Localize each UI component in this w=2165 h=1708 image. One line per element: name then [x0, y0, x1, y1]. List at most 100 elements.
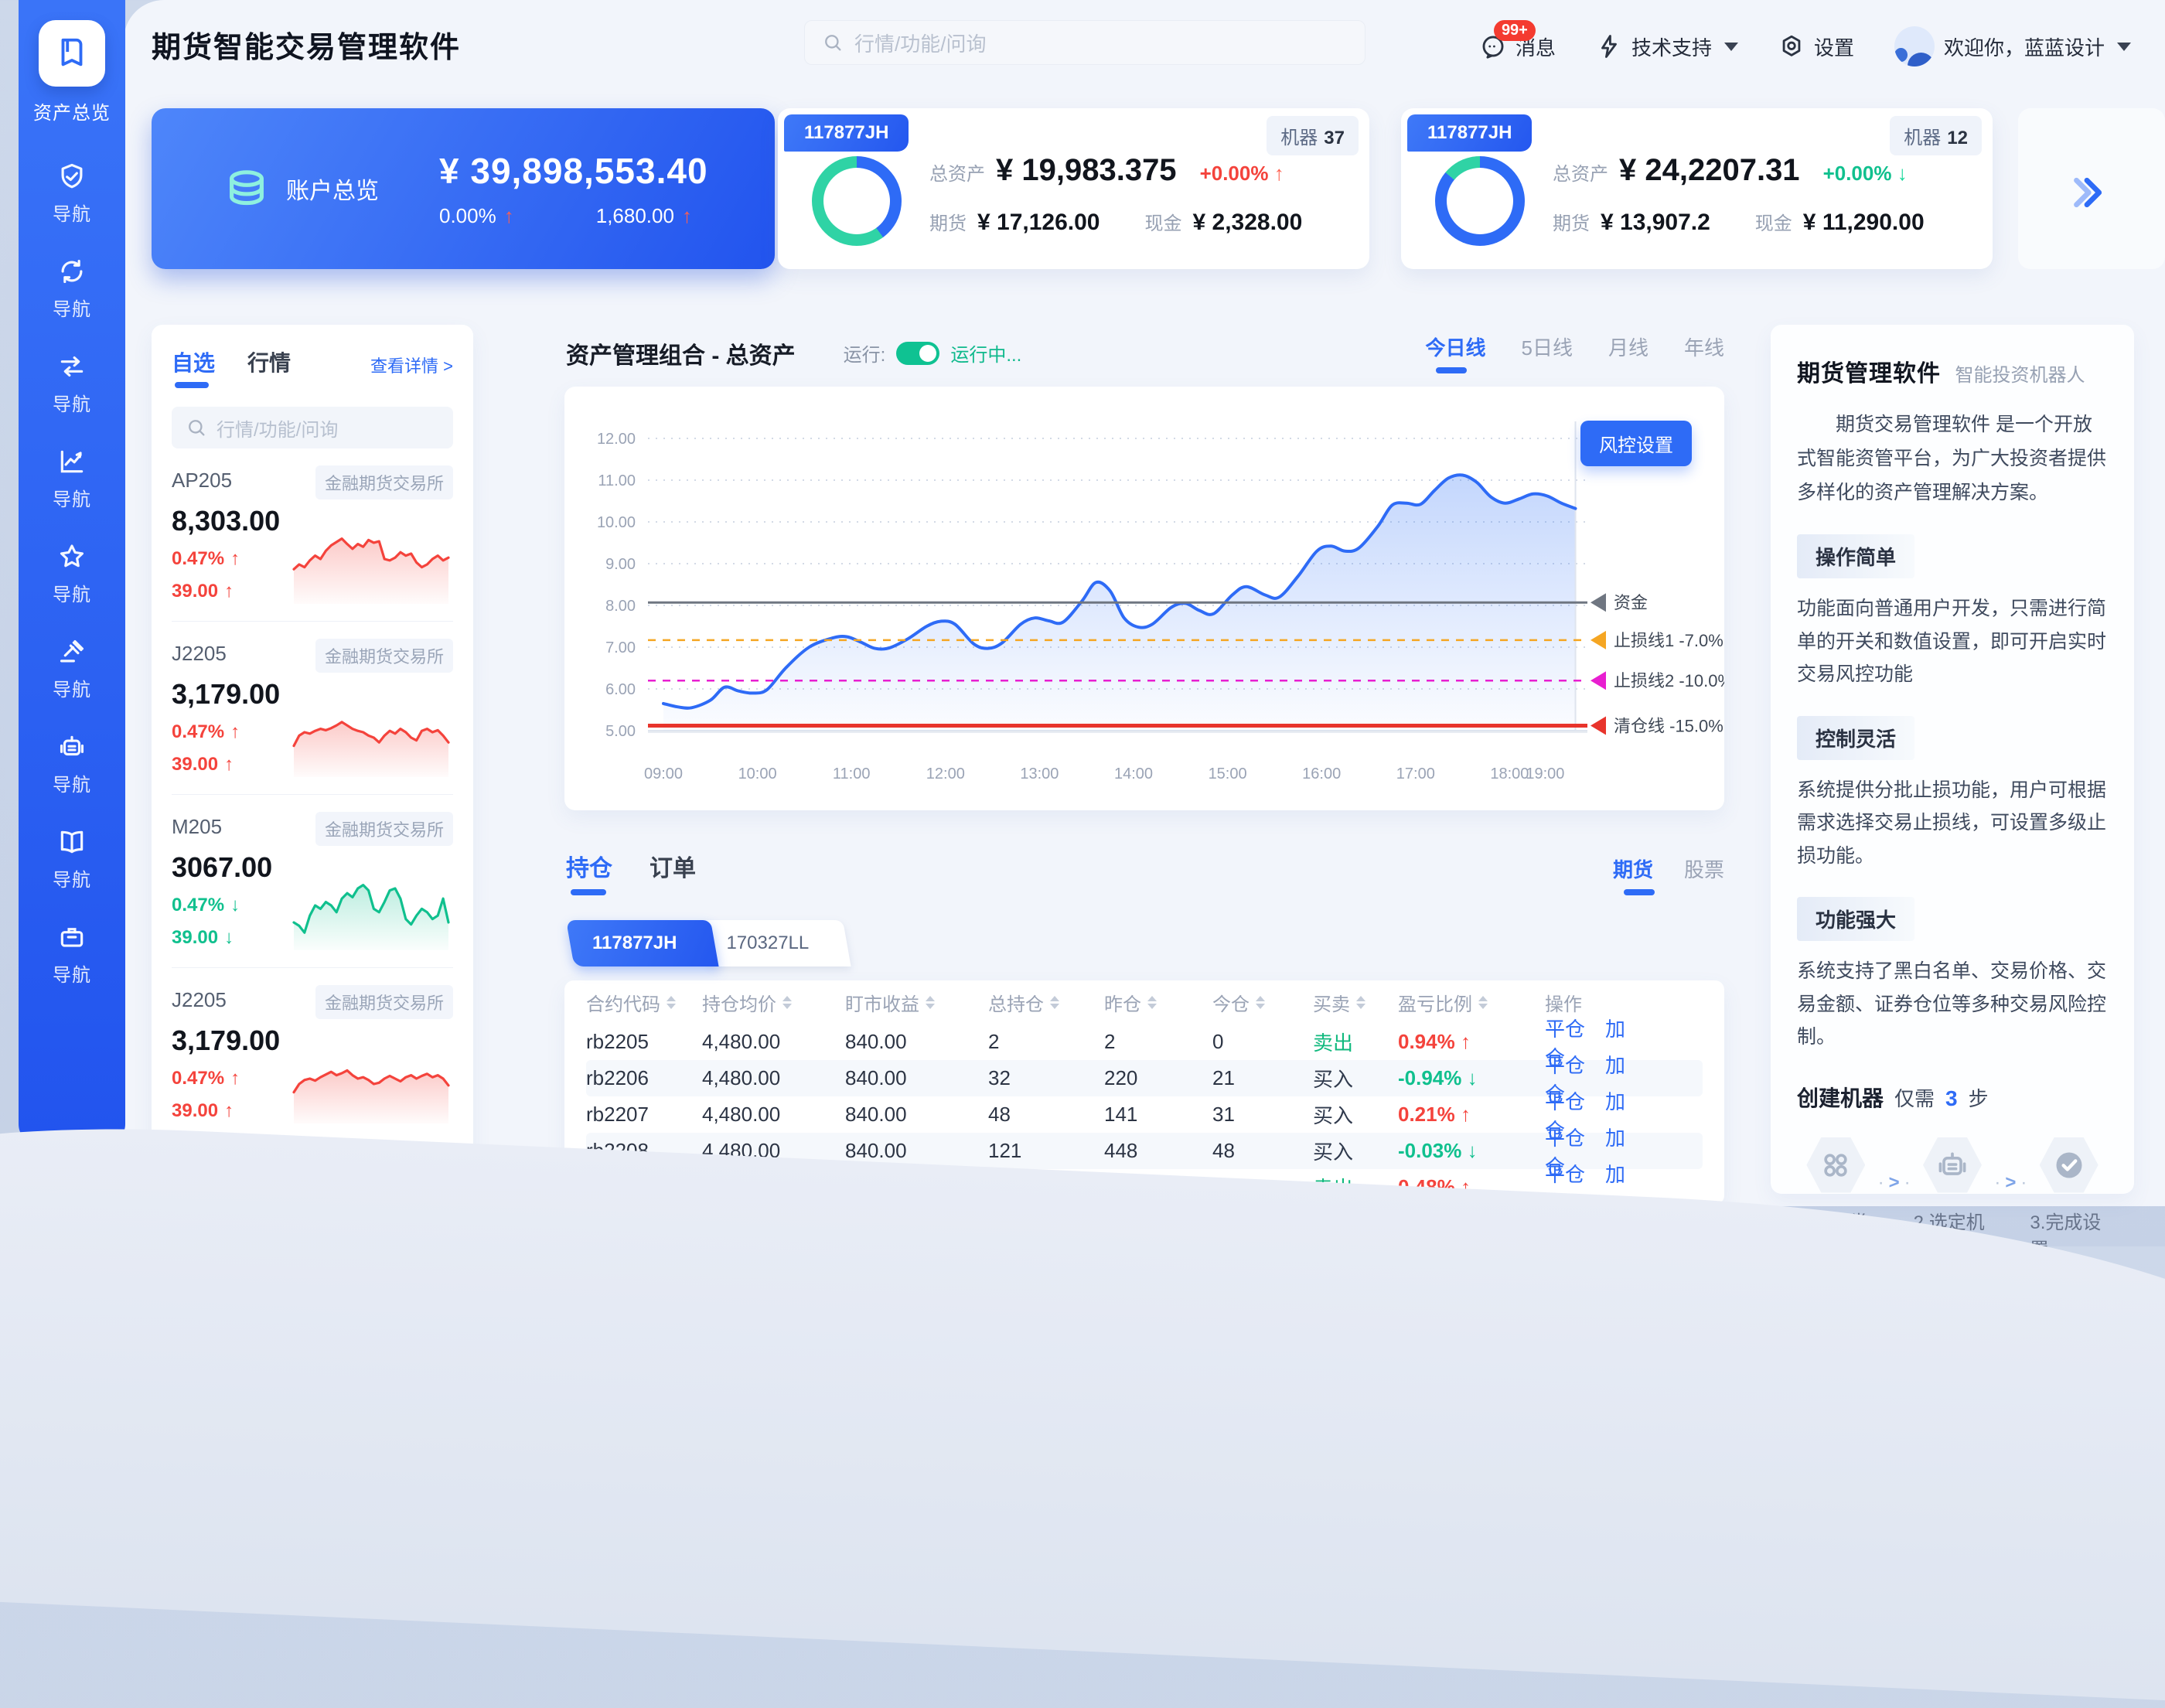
- robot-count-chip: 机器 12: [1890, 116, 1982, 155]
- sort-icon[interactable]: [1256, 995, 1265, 1009]
- search-icon: [822, 32, 844, 53]
- account-card-0[interactable]: 117877JH 机器 37 总资产 ¥ 19,983.375 +0.00% ↑ 期货 ¥ 1…: [778, 108, 1369, 269]
- column-header-6[interactable]: 买卖: [1313, 989, 1398, 1016]
- svg-text:13:00: 13:00: [1020, 765, 1059, 782]
- settings-button[interactable]: 设置: [1778, 32, 1854, 61]
- sidebar-item-7[interactable]: 导航: [53, 827, 91, 892]
- global-search-input[interactable]: 行情/功能/问询: [804, 20, 1365, 65]
- sidebar-item-6[interactable]: 导航: [53, 732, 91, 796]
- steps-title-name: 创建机器: [1797, 1086, 1884, 1110]
- sidebar-item-4[interactable]: 导航: [53, 542, 91, 606]
- watchlist-item[interactable]: J2205 金融期货交易所 3,179.00 0.47% ↑ 39.00 ↑: [172, 968, 453, 1140]
- messages-button[interactable]: 99+ 消息: [1480, 19, 1556, 61]
- column-header-3[interactable]: 总持仓: [988, 989, 1104, 1016]
- overview-percent: 0.00%: [439, 203, 496, 227]
- portfolio-header: 资产管理组合 - 总资产 运行: 运行中... 今日线 5日线 月线 年线: [566, 332, 1724, 373]
- sort-icon[interactable]: [926, 995, 935, 1009]
- account-tab-0[interactable]: 117877JH: [566, 920, 720, 967]
- tab-period-0[interactable]: 今日线: [1425, 332, 1486, 373]
- watchlist-detail-link[interactable]: 查看详情 >: [370, 356, 453, 376]
- table-row[interactable]: rb2206 4,480.00 840.00 32 220 21 买入 -0.94% ↓ 平仓加…: [586, 1054, 1703, 1106]
- promo-section-tag-0: 操作简单: [1797, 534, 1915, 579]
- action-close-button[interactable]: 平仓: [1545, 1126, 1586, 1150]
- action-close-button[interactable]: 平仓: [1545, 1017, 1586, 1041]
- svg-text:09:00: 09:00: [644, 765, 683, 782]
- account-overview-card[interactable]: 账户总览 ¥ 39,898,553.40 0.00% ↑ 1,680.00 ↑: [152, 108, 775, 269]
- watchlist-search-input[interactable]: 行情/功能/问询: [172, 407, 453, 448]
- user-menu[interactable]: 欢迎你，蓝蓝设计: [1894, 26, 2131, 66]
- instrument-percent: 0.47% ↓: [172, 895, 240, 915]
- check-circle-icon: [2052, 1148, 2086, 1182]
- next-accounts-button[interactable]: [2066, 172, 2108, 213]
- cell-盯市收益: 840.00: [845, 1066, 907, 1089]
- tab-positions[interactable]: 持仓: [566, 849, 612, 895]
- instrument-code: J2205: [172, 988, 227, 1011]
- action-close-button[interactable]: 平仓: [1545, 1053, 1586, 1077]
- column-header-4[interactable]: 昨仓: [1104, 989, 1212, 1016]
- tab-period-2[interactable]: 月线: [1608, 336, 1648, 360]
- sidebar-item-2[interactable]: 导航: [53, 352, 91, 416]
- arrow-up-icon: ↑: [1273, 162, 1284, 185]
- header-actions: 99+ 消息 技术支持 设置 欢迎你，蓝蓝设计: [1480, 19, 2131, 66]
- action-close-button[interactable]: 平仓: [1545, 1089, 1586, 1113]
- sort-icon[interactable]: [1356, 995, 1365, 1009]
- action-add-button[interactable]: 加仓: [1545, 1053, 1626, 1106]
- column-header-2[interactable]: 盯市收益: [845, 989, 988, 1016]
- sidebar-item-asset-overview[interactable]: [39, 20, 105, 87]
- svg-text:15:00: 15:00: [1209, 765, 1247, 782]
- promo-section-tag-2: 功能强大: [1797, 897, 1915, 942]
- column-header-1[interactable]: 持仓均价: [702, 989, 845, 1016]
- promo-section-text-0: 功能面向普通用户开发，只需进行简单的开关和数值设置，即可开启实时交易风控功能: [1797, 598, 2107, 686]
- column-header-5[interactable]: 今仓: [1212, 989, 1313, 1016]
- watchlist-item[interactable]: AP205 金融期货交易所 8,303.00 0.47% ↑ 39.00 ↑: [172, 448, 453, 622]
- tab-market-1[interactable]: 股票: [1683, 858, 1724, 881]
- sort-icon[interactable]: [1147, 995, 1157, 1009]
- sidebar-item-label: 导航: [53, 394, 91, 415]
- column-header-0[interactable]: 合约代码: [586, 989, 702, 1016]
- tab-period-1[interactable]: 5日线: [1521, 336, 1573, 360]
- sidebar-item-8[interactable]: 导航: [53, 922, 91, 987]
- action-add-button[interactable]: 加仓: [1545, 1017, 1626, 1069]
- account-card-1[interactable]: 117877JH 机器 12 总资产 ¥ 24,2207.31 +0.00% ↓ 期货 ¥ 1…: [1401, 108, 1993, 269]
- svg-text:16:00: 16:00: [1302, 765, 1341, 782]
- watchlist-item[interactable]: M205 金融期货交易所 3067.00 0.47% ↓ 39.00 ↓: [172, 795, 453, 968]
- cash-value: ¥ 11,290.00: [1802, 210, 1925, 235]
- svg-text:11.00: 11.00: [598, 472, 636, 489]
- sort-icon[interactable]: [1050, 995, 1059, 1009]
- sidebar-item-3[interactable]: 导航: [53, 447, 91, 511]
- cell-actions: 平仓加仓: [1545, 1014, 1669, 1071]
- action-add-button[interactable]: 加仓: [1545, 1089, 1626, 1142]
- cell-总持仓: 121: [988, 1139, 1022, 1162]
- cell-持仓均价: 4,480.00: [702, 1103, 781, 1126]
- account-tag: 117877JH: [784, 114, 909, 152]
- sort-icon[interactable]: [782, 995, 792, 1009]
- cell-actions: 平仓加仓: [1545, 1086, 1669, 1144]
- table-row[interactable]: rb2207 4,480.00 840.00 48 141 31 买入 0.21% ↑ 平仓 加仓: [586, 1090, 1703, 1142]
- tab-orders[interactable]: 订单: [650, 856, 696, 881]
- tab-watchlist-favorites[interactable]: 自选: [172, 346, 215, 388]
- tab-watchlist-quotes[interactable]: 行情: [247, 351, 292, 375]
- account-tab-1[interactable]: 170327LL: [700, 920, 851, 967]
- sidebar-item-5[interactable]: 导航: [53, 637, 91, 701]
- watchlist-item[interactable]: J2205 金融期货交易所 3,179.00 0.47% ↑ 39.00 ↑: [172, 622, 453, 795]
- svg-text:9.00: 9.00: [605, 556, 636, 573]
- tab-market-0[interactable]: 期货: [1613, 854, 1655, 895]
- table-row[interactable]: rb2205 4,480.00 840.00 2 2 0 卖出 0.94% ↑ 平仓 加仓: [586, 1018, 1703, 1069]
- support-menu[interactable]: 技术支持: [1596, 32, 1738, 61]
- sort-icon[interactable]: [1478, 995, 1488, 1009]
- overview-label: 账户总览: [286, 179, 379, 204]
- positions-header: 持仓 订单 期货 股票: [566, 849, 1724, 895]
- sidebar-item-1[interactable]: 导航: [53, 257, 91, 321]
- svg-text:清仓线 -15.0%: 清仓线 -15.0%: [1614, 717, 1723, 736]
- tab-period-3[interactable]: 年线: [1683, 336, 1724, 360]
- risk-settings-button[interactable]: 风控设置: [1580, 421, 1692, 466]
- action-add-button[interactable]: 加仓: [1545, 1126, 1626, 1178]
- cell-actions: 平仓加仓: [1545, 1050, 1669, 1107]
- action-close-button[interactable]: 平仓: [1545, 1162, 1586, 1186]
- column-header-7[interactable]: 盈亏比例: [1398, 989, 1545, 1016]
- instrument-price: 3067.00: [172, 851, 273, 883]
- sidebar-item-0[interactable]: 导航: [53, 162, 91, 226]
- run-toggle[interactable]: [896, 341, 940, 365]
- sort-icon[interactable]: [667, 995, 676, 1009]
